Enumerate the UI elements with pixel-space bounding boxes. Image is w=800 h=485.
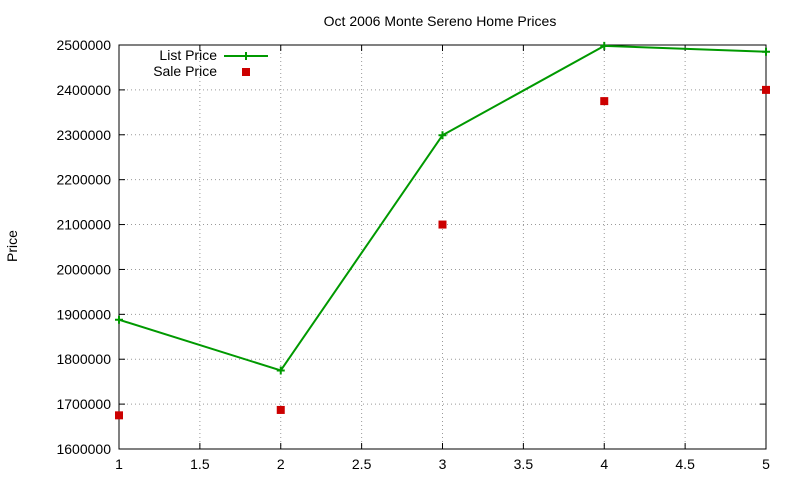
y-axis-label: Price xyxy=(4,230,20,262)
y-tick-label: 2200000 xyxy=(56,172,111,188)
legend-label-list-price: List Price xyxy=(159,47,217,63)
y-tick-label: 2100000 xyxy=(56,217,111,233)
x-tick-label: 1 xyxy=(115,456,123,472)
sale-price-point xyxy=(115,411,123,420)
sale-price-point xyxy=(762,85,770,94)
data-series xyxy=(115,41,770,420)
y-tick-label: 1700000 xyxy=(56,396,111,412)
list-price-point xyxy=(276,366,285,375)
y-tick-label: 2500000 xyxy=(56,37,111,53)
x-tick-label: 4.5 xyxy=(675,456,695,472)
legend-label-sale-price: Sale Price xyxy=(153,63,217,79)
x-tick-label: 1.5 xyxy=(190,456,210,472)
list-price-point xyxy=(762,47,770,56)
legend: List Price Sale Price xyxy=(153,47,268,79)
x-tick-label: 3 xyxy=(439,456,447,472)
x-tick-label: 3.5 xyxy=(514,456,534,472)
y-tick-label: 1800000 xyxy=(56,351,111,367)
list-price-point xyxy=(438,131,447,140)
grid-lines xyxy=(119,45,766,449)
y-tick-label: 2400000 xyxy=(56,82,111,98)
sale-price-point xyxy=(276,405,285,414)
y-axis-tick-labels: 1600000 1700000 1800000 1900000 2000000 21000… xyxy=(56,37,111,457)
y-tick-label: 2000000 xyxy=(56,261,111,277)
list-price-point xyxy=(600,41,609,50)
x-tick-label: 2.5 xyxy=(352,456,372,472)
legend-marker-sale-price xyxy=(242,68,250,76)
x-tick-label: 2 xyxy=(277,456,285,472)
sale-price-point xyxy=(438,220,447,229)
sale-price-point xyxy=(600,97,609,106)
x-tick-label: 4 xyxy=(600,456,608,472)
chart-title: Oct 2006 Monte Sereno Home Prices xyxy=(324,13,557,29)
legend-marker-list-price xyxy=(242,52,250,60)
y-tick-label: 2300000 xyxy=(56,127,111,143)
list-price-point xyxy=(115,315,123,324)
x-axis-tick-labels: 1 1.5 2 2.5 3 3.5 4 4.5 5 xyxy=(115,456,770,472)
y-tick-label: 1600000 xyxy=(56,441,111,457)
x-tick-label: 5 xyxy=(762,456,770,472)
legend-plus-marker xyxy=(242,52,250,60)
y-tick-label: 1900000 xyxy=(56,306,111,322)
